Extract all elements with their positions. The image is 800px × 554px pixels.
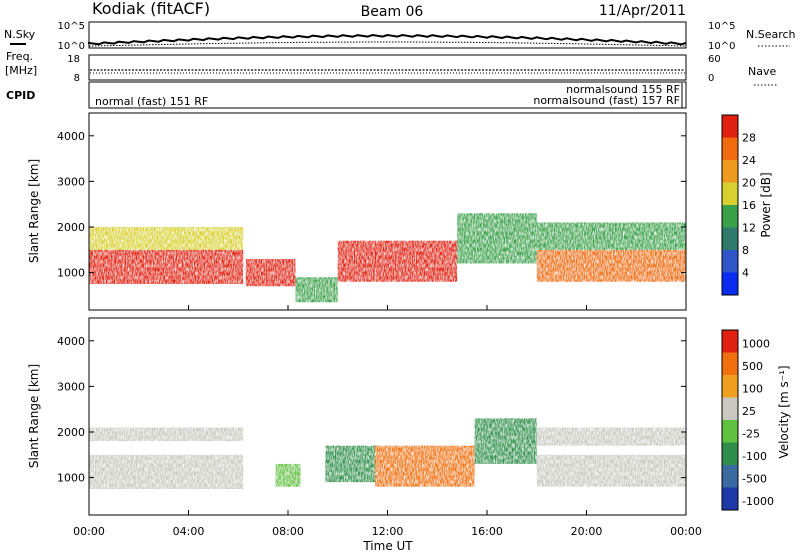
noise-tick-bottom: 10^0: [58, 41, 85, 52]
colorbar-tick-label: 4: [742, 267, 749, 280]
colorbar-swatch: [722, 227, 738, 250]
power-colorbar-label: Power [dB]: [759, 172, 773, 237]
noise-tick-right-bottom: 10^0: [708, 41, 735, 52]
colorbar-swatch: [722, 465, 738, 488]
colorbar-tick-label: 500: [742, 360, 763, 373]
colorbar-frame: [721, 329, 739, 511]
y-tick-label: 4000: [57, 130, 85, 143]
colorbar-tick-label: 100: [742, 383, 763, 396]
colorbar-tick-label: 16: [742, 199, 756, 212]
colorbar-swatch: [722, 115, 738, 138]
colorbar-frame: [721, 114, 739, 296]
freq-panel: [88, 54, 687, 81]
colorbar-swatch: [722, 397, 738, 420]
colorbar-swatch: [722, 205, 738, 228]
x-tick-label: 08:00: [272, 525, 304, 538]
colorbar-tick-label: 28: [742, 132, 756, 145]
x-tick-label: 16:00: [471, 525, 503, 538]
velocity-y-axis: 1000 2000 3000 4000: [57, 335, 686, 485]
nave-label: Nave: [748, 65, 776, 78]
cpid-main-text: normal (fast) 151 RF: [95, 95, 208, 108]
colorbar-tick-label: 20: [742, 177, 756, 190]
nsearch-label: N.Search: [746, 28, 796, 41]
nsky-trace: [88, 33, 687, 46]
power-y-axis: 1000 2000 3000 4000: [57, 130, 686, 280]
colorbar-swatch: [722, 487, 738, 510]
noise-traces: [88, 33, 687, 47]
colorbar-tick-label: 8: [742, 244, 749, 257]
velocity-colorbar: 1000 500 100 25 -25 -100 -500 -1000: [721, 329, 774, 511]
freq-label: Freq.: [6, 50, 33, 63]
colorbar-tick-label: 1000: [742, 338, 770, 351]
colorbar-swatch: [722, 420, 738, 443]
colorbar-tick-label: -500: [742, 473, 767, 486]
nave-tick-bottom: 0: [708, 73, 714, 84]
nsky-label: N.Sky: [4, 28, 36, 41]
cpid-alt1-text: normalsound 155 RF: [566, 83, 680, 96]
colorbar-swatch: [722, 250, 738, 273]
y-tick-label: 3000: [57, 380, 85, 393]
colorbar-tick-label: -25: [742, 428, 760, 441]
power-y-label: Slant Range [km]: [27, 159, 41, 263]
colorbar-swatch: [722, 352, 738, 375]
velocity-panel-grain: [89, 318, 686, 515]
colorbar-tick-label: 12: [742, 222, 756, 235]
y-tick-label: 4000: [57, 335, 85, 348]
x-tick-label: 04:00: [173, 525, 205, 538]
x-axis-label: Time UT: [362, 539, 413, 553]
velocity-y-label: Slant Range [km]: [27, 364, 41, 468]
colorbar-swatch: [722, 330, 738, 353]
colorbar-swatch: [722, 182, 738, 205]
y-tick-label: 2000: [57, 426, 85, 439]
colorbar-swatch: [722, 160, 738, 183]
colorbar-swatch: [722, 272, 738, 295]
freq-tick-bottom: 8: [74, 73, 80, 84]
nave-tick-top: 60: [708, 54, 721, 65]
colorbar-swatch: [722, 375, 738, 398]
noise-tick-top: 10^5: [58, 21, 85, 32]
x-tick-label: 00:00: [670, 525, 702, 538]
cpid-panel: [88, 81, 687, 109]
cpid-label: CPID: [6, 89, 35, 102]
cpid-alt2-text: normalsound (fast) 157 RF: [533, 94, 680, 107]
beam-title: Beam 06: [361, 4, 424, 20]
nsearch-trace: [88, 41, 687, 47]
velocity-colorbar-label: Velocity [m s⁻¹]: [777, 365, 791, 458]
y-tick-label: 3000: [57, 175, 85, 188]
date-title: 11/Apr/2011: [599, 3, 686, 19]
colorbar-swatch: [722, 442, 738, 465]
y-tick-label: 1000: [57, 267, 85, 280]
colorbar-swatch: [722, 137, 738, 160]
power-colorbar: 4 8 12 16 20 24 28: [721, 114, 756, 296]
colorbar-tick-label: -100: [742, 450, 767, 463]
colorbar-tick-label: 24: [742, 154, 756, 167]
freq-tick-top: 18: [67, 54, 80, 65]
noise-tick-right-top: 10^5: [708, 21, 735, 32]
colorbar-tick-label: -1000: [742, 495, 774, 508]
x-tick-label: 20:00: [571, 525, 603, 538]
power-panel-grain: [89, 113, 686, 310]
x-tick-label: 12:00: [372, 525, 404, 538]
noise-panel: [88, 21, 687, 49]
station-title: Kodiak (fitACF): [92, 0, 210, 18]
y-tick-label: 2000: [57, 221, 85, 234]
freq-unit-label: [MHz]: [5, 64, 37, 77]
x-tick-label: 00:00: [73, 525, 105, 538]
colorbar-tick-label: 25: [742, 405, 756, 418]
y-tick-label: 1000: [57, 472, 85, 485]
time-axis: 00:00 04:00 08:00 12:00 16:00 20:00 00:00: [73, 305, 702, 538]
